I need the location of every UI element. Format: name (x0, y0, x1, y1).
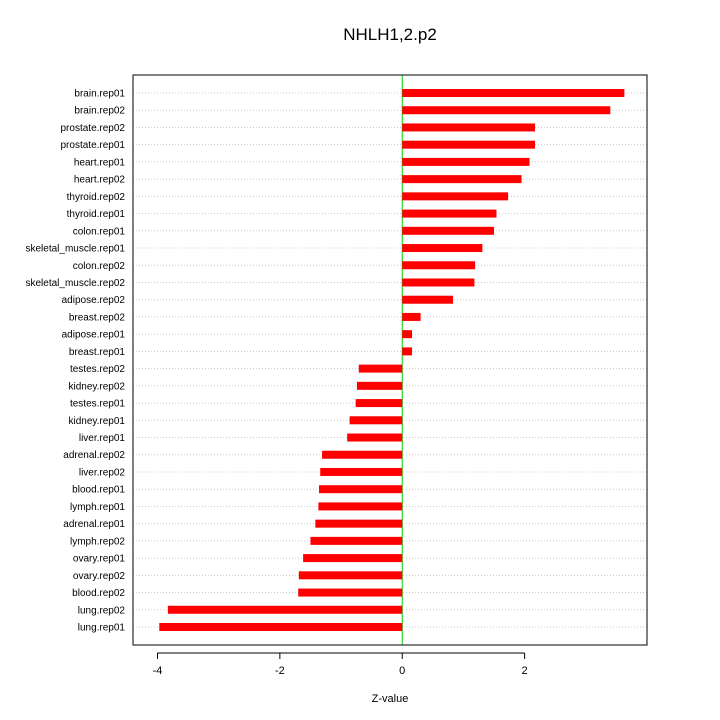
category-label: testes.rep01 (70, 399, 125, 410)
category-label: breast.rep01 (69, 347, 126, 358)
category-label: adipose.rep02 (62, 295, 126, 306)
x-axis-title: Z-value (372, 693, 409, 705)
bar-breast-rep02 (402, 312, 421, 321)
bar-lymph-rep01 (318, 502, 403, 511)
category-label: skeletal_muscle.rep01 (26, 244, 126, 255)
category-label: thyroid.rep02 (67, 192, 126, 203)
bar-blood-rep01 (319, 485, 403, 494)
x-tick-label: -4 (153, 665, 163, 677)
category-label: colon.rep01 (73, 226, 126, 237)
category-label: ovary.rep02 (73, 571, 126, 582)
category-label: colon.rep02 (73, 261, 126, 272)
x-tick-label: -2 (275, 665, 285, 677)
bar-colon-rep02 (402, 261, 476, 270)
category-label: liver.rep02 (79, 467, 126, 478)
category-label: thyroid.rep01 (67, 209, 126, 220)
category-label: liver.rep01 (79, 433, 126, 444)
bar-adipose-rep02 (402, 295, 454, 304)
bar-blood-rep02 (298, 588, 403, 597)
category-label: breast.rep02 (69, 312, 126, 323)
bar-adrenal-rep01 (315, 519, 403, 528)
category-label: lymph.rep02 (70, 536, 125, 547)
bar-brain-rep02 (402, 106, 611, 115)
bar-prostate-rep01 (402, 140, 536, 149)
bar-skeletal-muscle-rep01 (402, 244, 483, 253)
bar-skeletal-muscle-rep02 (402, 278, 475, 287)
category-label: kidney.rep01 (68, 416, 125, 427)
category-label: ovary.rep01 (73, 554, 126, 565)
bar-breast-rep01 (402, 347, 413, 356)
bar-prostate-rep02 (402, 123, 536, 132)
category-label: brain.rep02 (74, 106, 125, 117)
category-label: lung.rep02 (78, 605, 126, 616)
bar-thyroid-rep02 (402, 192, 509, 201)
plot-frame (132, 74, 648, 646)
bar-ovary-rep02 (298, 571, 403, 580)
category-labels: brain.rep01 brain.rep02 prostate.rep02 pros… (26, 89, 126, 634)
bar-lymph-rep02 (310, 536, 403, 545)
category-label: adrenal.rep01 (63, 519, 125, 530)
bar-adrenal-rep02 (322, 450, 403, 459)
bar-thyroid-rep01 (402, 209, 497, 218)
bar-colon-rep01 (402, 226, 495, 235)
bar-adipose-rep01 (402, 330, 413, 339)
category-label: prostate.rep01 (61, 140, 126, 151)
bar-lung-rep01 (159, 623, 403, 631)
bars (159, 89, 625, 631)
category-label: lung.rep01 (78, 623, 126, 634)
category-label: blood.rep02 (72, 588, 125, 599)
bar-liver-rep01 (347, 433, 403, 442)
x-tick-label: 0 (399, 665, 405, 677)
category-label: blood.rep01 (72, 485, 125, 496)
bar-testes-rep02 (358, 364, 403, 373)
bar-brain-rep01 (402, 89, 625, 97)
x-tick-label: 2 (522, 665, 528, 677)
bar-heart-rep01 (402, 157, 530, 166)
category-label: adrenal.rep02 (63, 450, 125, 461)
bar-testes-rep01 (355, 399, 403, 408)
category-label: heart.rep01 (74, 157, 126, 168)
bar-kidney-rep01 (349, 416, 403, 425)
category-label: heart.rep02 (74, 175, 126, 186)
category-label: skeletal_muscle.rep02 (26, 278, 126, 289)
chart-title: NHLH1,2.p2 (343, 25, 437, 44)
category-label: adipose.rep01 (62, 330, 126, 341)
bar-heart-rep02 (402, 175, 522, 184)
category-label: lymph.rep01 (70, 502, 125, 513)
grid (133, 92, 647, 628)
category-label: kidney.rep02 (68, 381, 125, 392)
category-label: prostate.rep02 (61, 123, 126, 134)
x-axis: -4 -2 0 2 (153, 652, 528, 677)
bar-ovary-rep01 (303, 554, 403, 563)
category-label: brain.rep01 (74, 89, 125, 100)
bar-liver-rep02 (320, 467, 403, 476)
bar-kidney-rep02 (356, 381, 403, 390)
category-label: testes.rep02 (70, 364, 125, 375)
bar-lung-rep02 (167, 605, 403, 614)
